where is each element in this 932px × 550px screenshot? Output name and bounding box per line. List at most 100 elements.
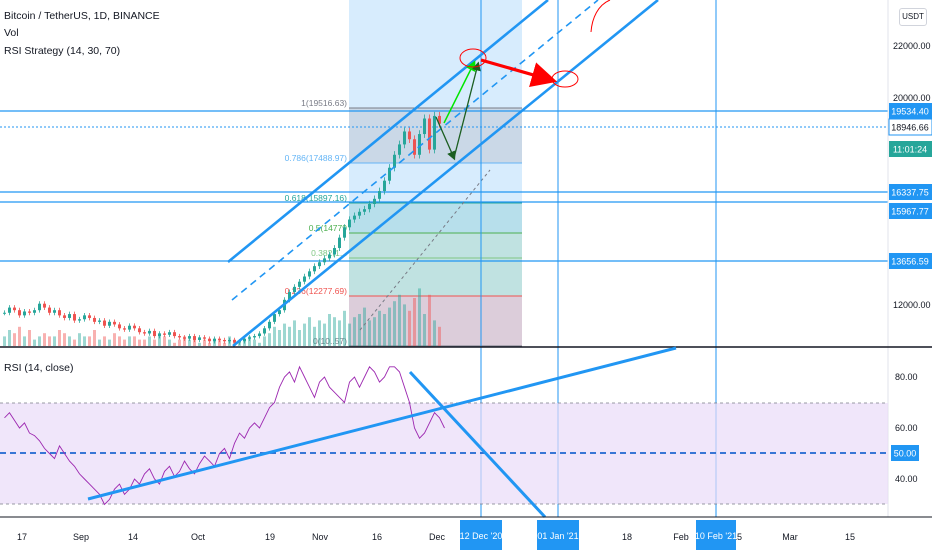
currency-button[interactable]: USDT <box>899 8 927 26</box>
fib-level-label: 0.5(14779 <box>309 223 348 233</box>
fib-zone-red <box>349 296 522 346</box>
candle <box>33 307 36 316</box>
time-tick-label: Sep <box>73 532 89 542</box>
candle <box>428 114 431 154</box>
time-tick-label: 17 <box>17 532 27 542</box>
red-curve[interactable] <box>590 0 611 33</box>
volume-bar <box>168 339 171 346</box>
volume-bar <box>253 339 256 346</box>
target-ellipse-right[interactable] <box>551 70 579 88</box>
time-tick-label: 15 <box>845 532 855 542</box>
volume-bar <box>313 326 316 346</box>
channel-upper-line[interactable] <box>227 0 549 264</box>
candle <box>18 307 21 318</box>
candle <box>13 305 16 313</box>
candle <box>413 135 416 159</box>
target-ellipse-top[interactable] <box>459 48 487 68</box>
rsi-tick-label: 60.00 <box>895 423 918 433</box>
time-tick-label: Feb <box>673 532 689 542</box>
time-axis-highlights: 12 Dec '20 01 Jan '21 10 Feb '21 <box>460 520 737 550</box>
volume-bar <box>93 330 96 346</box>
volume-bar <box>403 304 406 346</box>
time-tick-label: 16 <box>372 532 382 542</box>
svg-text:50.00: 50.00 <box>894 449 917 459</box>
volume-bar <box>398 294 401 346</box>
volume-bar <box>48 336 51 346</box>
candle <box>353 212 356 223</box>
volume-bar <box>278 330 281 346</box>
price-tick-label: 12000.00 <box>893 300 931 310</box>
candle <box>433 111 436 154</box>
svg-text:01 Jan '21: 01 Jan '21 <box>537 531 578 541</box>
candle <box>393 151 396 172</box>
candle <box>198 335 201 343</box>
volume-bar <box>178 339 181 346</box>
candle <box>78 316 81 323</box>
volume-bar <box>28 330 31 346</box>
dark-arrow-up[interactable] <box>453 61 481 159</box>
dark-arrow-down[interactable] <box>435 116 456 161</box>
fibonacci-retracement[interactable]: 1(19516.63) 0.786(17488.97) 0.618(15897.16… <box>285 98 522 347</box>
fib-level-label: 0.236(12277.69) <box>285 286 348 296</box>
volume-bar <box>13 333 16 346</box>
volume-bar <box>288 326 291 346</box>
candle <box>318 259 321 269</box>
red-arrow[interactable] <box>480 58 558 88</box>
chart-title[interactable]: Bitcoin / TetherUS, 1D, BINANCE <box>4 10 160 22</box>
volume-bar <box>283 323 286 346</box>
candle <box>358 208 361 219</box>
fib-zone-teal <box>349 203 522 233</box>
date-highlight-label: 10 Feb '21 <box>695 520 737 550</box>
candle <box>3 310 6 316</box>
candle <box>108 319 111 329</box>
volume-bar <box>53 336 56 346</box>
candle <box>123 326 126 332</box>
candle <box>38 301 41 313</box>
fib-level-label: 0(10..57) <box>313 336 347 346</box>
time-tick-label: 19 <box>265 532 275 542</box>
volume-indicator-label[interactable]: Vol <box>4 27 19 39</box>
candle <box>183 335 186 341</box>
green-arrow[interactable] <box>443 60 476 124</box>
volume-bar <box>423 314 426 346</box>
rsi-drop-line[interactable] <box>408 370 547 519</box>
svg-text:10 Feb '21: 10 Feb '21 <box>695 531 737 541</box>
volume-bar <box>358 314 361 346</box>
volume-bar <box>433 320 436 346</box>
volume-bar <box>298 330 301 346</box>
volume-bar <box>268 333 271 346</box>
candle <box>28 309 31 316</box>
volume-bar <box>333 317 336 346</box>
candle <box>388 164 391 185</box>
fib-zone-green <box>349 233 522 296</box>
candle <box>363 205 366 215</box>
candle <box>373 195 376 208</box>
volume-bar <box>293 320 296 346</box>
candle <box>253 333 256 340</box>
candle <box>328 251 331 262</box>
volume-bar <box>88 336 91 346</box>
time-tick-label: Nov <box>312 532 329 542</box>
candle <box>98 318 101 325</box>
channel-lower-line[interactable] <box>232 0 659 348</box>
candle <box>138 326 141 335</box>
price-axis[interactable]: 22000.00 20000.00 12000.00 <box>893 41 931 310</box>
candle <box>103 318 106 329</box>
time-axis[interactable]: 17 Sep 14 Oct 19 Nov 16 Dec 18 Feb 15 Mar 15 <box>17 532 855 542</box>
channel-mid-line[interactable] <box>231 0 599 301</box>
volume-bar <box>388 307 391 346</box>
candle <box>73 311 76 323</box>
rsi-trend-line[interactable] <box>87 346 677 501</box>
volume-bar <box>363 307 366 346</box>
candle <box>338 234 341 251</box>
candle <box>248 335 251 341</box>
candle <box>228 337 231 344</box>
rsi-axis: 80.00 60.00 50.00 40.00 <box>891 372 919 484</box>
volume-bar <box>8 330 11 346</box>
rsi-indicator-label[interactable]: RSI (14, close) <box>4 362 74 374</box>
candle <box>308 268 311 280</box>
strategy-indicator-label[interactable]: RSI Strategy (14, 30, 70) <box>4 45 121 57</box>
volume-bar <box>303 323 306 346</box>
volume-bar <box>98 339 101 346</box>
